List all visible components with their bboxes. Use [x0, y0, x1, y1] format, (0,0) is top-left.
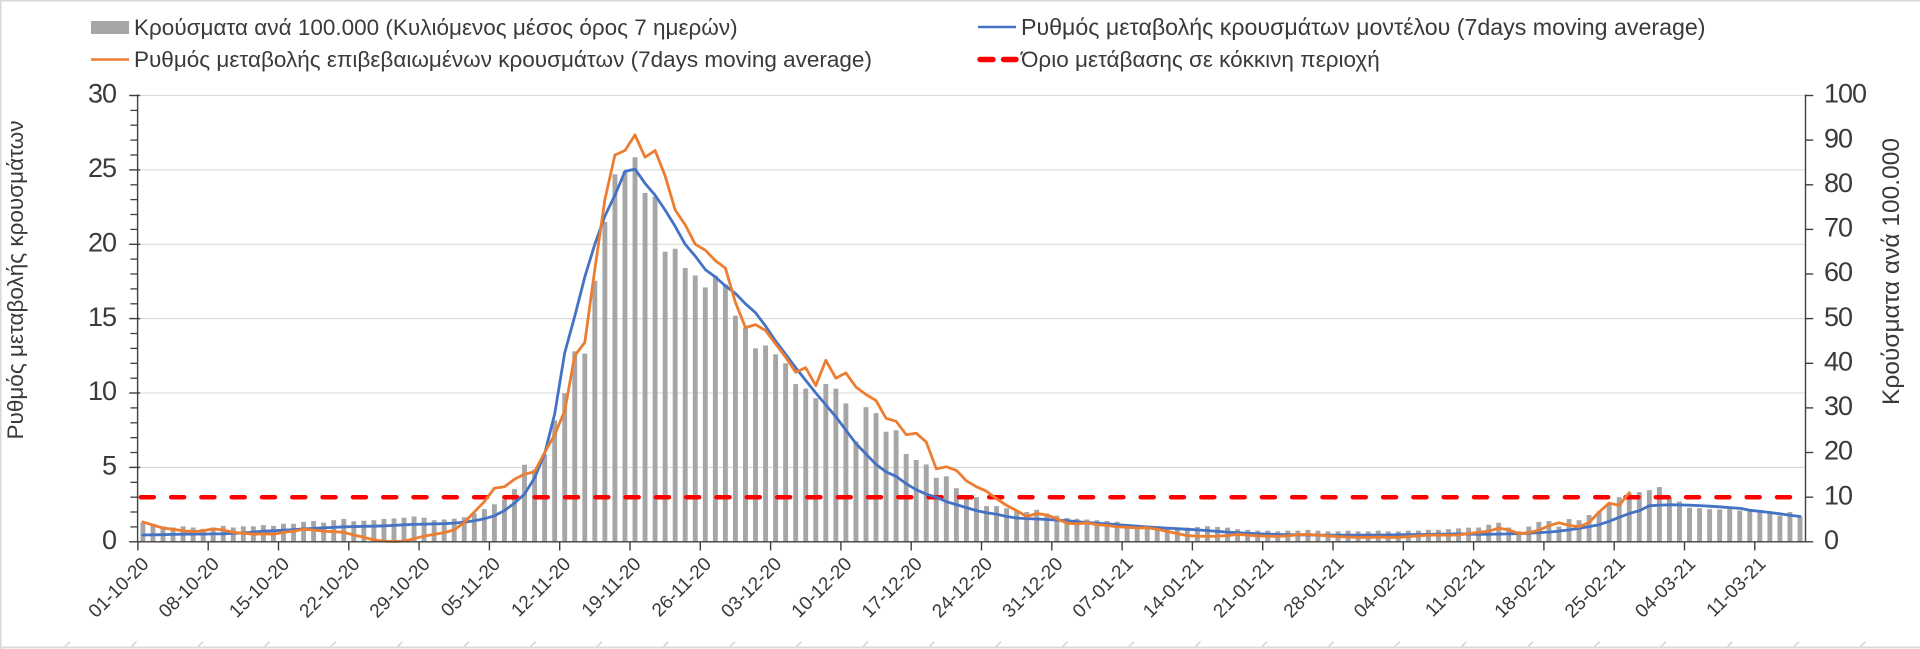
- svg-text:40: 40: [1824, 347, 1852, 377]
- svg-text:08-10-20: 08-10-20: [155, 554, 224, 623]
- svg-text:04-02-21: 04-02-21: [1350, 554, 1419, 623]
- svg-text:31-12-20: 31-12-20: [999, 554, 1068, 623]
- svg-text:04-03-21: 04-03-21: [1631, 554, 1700, 623]
- svg-text:70: 70: [1824, 213, 1852, 243]
- svg-text:80: 80: [1824, 168, 1852, 198]
- svg-text:26-11-20: 26-11-20: [648, 554, 716, 622]
- svg-text:Ρυθμός μεταβολής κρουσμάτων: Ρυθμός μεταβολής κρουσμάτων: [3, 121, 28, 440]
- svg-text:11-03-21: 11-03-21: [1703, 554, 1771, 622]
- svg-text:17-12-20: 17-12-20: [858, 554, 927, 623]
- svg-text:15: 15: [88, 302, 116, 332]
- svg-text:14-01-21: 14-01-21: [1139, 554, 1208, 623]
- svg-text:10: 10: [1824, 480, 1852, 510]
- svg-text:Ρυθμός μεταβολής κρουσμάτων μο: Ρυθμός μεταβολής κρουσμάτων μοντέλου (7d…: [1021, 14, 1706, 40]
- svg-text:30: 30: [1824, 391, 1852, 421]
- svg-text:01-10-20: 01-10-20: [85, 554, 154, 623]
- svg-text:21-01-21: 21-01-21: [1210, 554, 1279, 623]
- svg-text:Κρούσματα ανά 100.000 (Κυλιόμε: Κρούσματα ανά 100.000 (Κυλιόμενος μέσος …: [134, 15, 738, 40]
- svg-text:11-02-21: 11-02-21: [1421, 554, 1489, 622]
- svg-text:Κρούσματα ανά 100.000: Κρούσματα ανά 100.000: [1878, 138, 1905, 405]
- svg-text:20: 20: [1824, 436, 1852, 466]
- svg-text:Όριο μετάβασης σε κόκκινη περι: Όριο μετάβασης σε κόκκινη περιοχή: [1020, 47, 1380, 72]
- svg-text:05-11-20: 05-11-20: [437, 554, 505, 622]
- svg-text:Ρυθμός μεταβολής επιβεβαιωμένω: Ρυθμός μεταβολής επιβεβαιωμένων κρουσμάτ…: [134, 47, 872, 72]
- svg-text:25: 25: [88, 153, 116, 183]
- svg-text:18-02-21: 18-02-21: [1491, 554, 1560, 623]
- svg-text:25-02-21: 25-02-21: [1561, 554, 1630, 623]
- svg-text:19-11-20: 19-11-20: [578, 554, 646, 622]
- svg-text:60: 60: [1824, 257, 1852, 287]
- svg-text:29-10-20: 29-10-20: [366, 554, 435, 623]
- svg-text:0: 0: [102, 525, 116, 555]
- svg-text:50: 50: [1824, 302, 1852, 332]
- svg-text:15-10-20: 15-10-20: [225, 554, 294, 623]
- svg-text:5: 5: [102, 451, 116, 481]
- svg-text:20: 20: [88, 228, 116, 258]
- svg-text:07-01-21: 07-01-21: [1069, 554, 1138, 623]
- svg-text:12-11-20: 12-11-20: [508, 554, 576, 622]
- svg-text:22-10-20: 22-10-20: [296, 554, 365, 623]
- svg-text:03-12-20: 03-12-20: [718, 554, 787, 623]
- svg-text:10: 10: [88, 376, 116, 406]
- svg-text:28-01-21: 28-01-21: [1280, 554, 1349, 623]
- svg-text:30: 30: [88, 79, 116, 109]
- svg-text:24-12-20: 24-12-20: [928, 554, 997, 623]
- svg-text:10-12-20: 10-12-20: [788, 554, 857, 623]
- svg-text:90: 90: [1824, 123, 1852, 153]
- svg-text:0: 0: [1824, 525, 1838, 555]
- svg-text:100: 100: [1824, 79, 1866, 109]
